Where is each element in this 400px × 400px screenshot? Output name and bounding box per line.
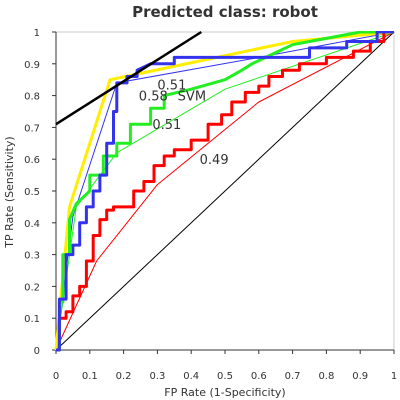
- y-tick-label: 0.9: [24, 60, 40, 71]
- y-tick-label: 0.5: [24, 187, 40, 198]
- x-tick-label: 0: [53, 371, 59, 382]
- y-tick-label: 1: [34, 28, 40, 39]
- y-tick-label: 0.7: [24, 123, 40, 134]
- annotation-label: 0.58: [139, 90, 168, 105]
- annotation-label: SVM: [178, 90, 206, 105]
- y-tick-label: 0.4: [24, 219, 40, 230]
- plot-area: 0 0.1 0.2 0.3 0.4 0.5 0.6 0.7 0.8 0.9 1 0 0.1 0.2 0.3 0…: [24, 28, 397, 382]
- x-tick-label: 0.7: [285, 371, 301, 382]
- y-tick-label: 0.1: [24, 314, 40, 325]
- y-tick-label: 0.8: [24, 92, 40, 103]
- x-tick-label: 0.1: [82, 371, 98, 382]
- annotation-label: 0.49: [200, 153, 229, 168]
- series-line-red: [56, 31, 394, 352]
- x-tick-label: 0.8: [318, 371, 334, 382]
- y-tick-label: 0.3: [24, 251, 40, 262]
- x-tick-label: 0.5: [217, 371, 233, 382]
- annotation-label: 0.51: [152, 118, 181, 133]
- tangent-line: [55, 30, 202, 126]
- x-axis-label: FP Rate (1-Specificity): [164, 386, 285, 399]
- x-tick-label: 0.6: [251, 371, 267, 382]
- x-tick-label: 0.9: [352, 371, 368, 382]
- series-line-blue: [56, 31, 394, 352]
- x-tick-label: 0.2: [116, 371, 132, 382]
- y-tick-label: 0: [34, 346, 40, 357]
- chart-title: Predicted class: robot: [132, 3, 318, 21]
- y-tick-label: 0.6: [24, 155, 40, 166]
- series-group: [54, 31, 395, 352]
- annotation-label: 0.51: [157, 78, 186, 93]
- x-tick-label: 0.4: [183, 371, 199, 382]
- x-tick-label: 0.3: [149, 371, 165, 382]
- y-axis-label: TP Rate (Sensitivity): [3, 136, 16, 248]
- diagonal-reference-line: [55, 31, 395, 351]
- y-tick-label: 0.2: [24, 282, 40, 293]
- x-tick-label: 1: [391, 371, 397, 382]
- series-line-thin-red: [55, 31, 395, 351]
